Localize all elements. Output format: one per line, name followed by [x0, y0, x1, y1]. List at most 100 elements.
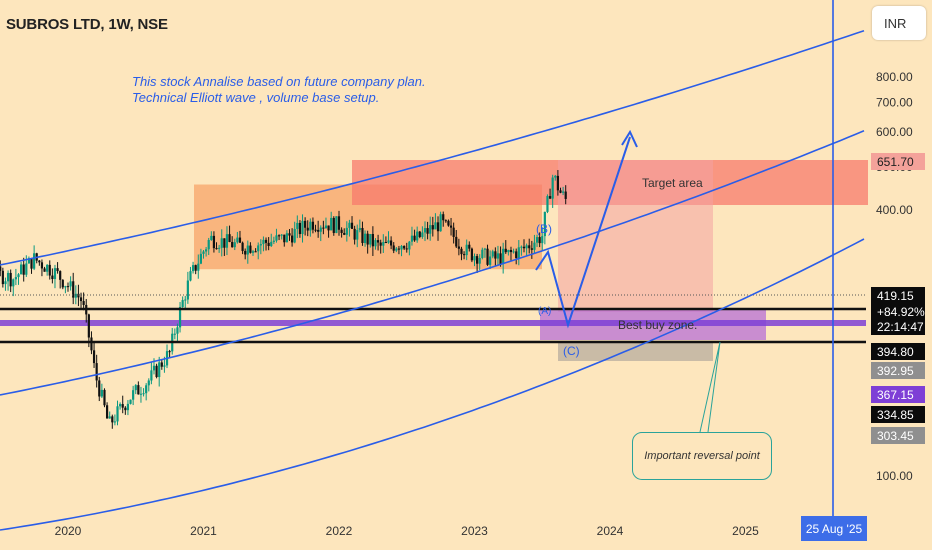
candle-body [382, 242, 385, 246]
candle-body [306, 227, 309, 231]
candle-body [298, 222, 302, 235]
y-tick-label: 600.00 [876, 125, 913, 139]
candle-body [486, 248, 489, 265]
candle-body [152, 365, 156, 371]
candle-body [9, 272, 12, 287]
candle-body [429, 225, 432, 234]
candle-body [270, 241, 273, 246]
candle-body [533, 242, 536, 250]
candle-body [452, 227, 455, 237]
candle-body [77, 293, 80, 298]
x-tick-label: 2020 [55, 524, 82, 538]
channel-middle-line [0, 130, 865, 396]
candle-body [543, 211, 546, 237]
candle-body [554, 175, 557, 178]
candle-body [444, 220, 447, 222]
candle-body [366, 233, 369, 245]
candle-body [509, 249, 513, 253]
candle-body [374, 240, 377, 247]
candle-body [520, 246, 523, 248]
candle-body [202, 251, 205, 254]
candle-body [27, 258, 31, 264]
candle-body [327, 225, 330, 231]
candle-body [311, 221, 315, 230]
candle-body [502, 248, 505, 265]
candle-body [376, 240, 380, 243]
candle-body [403, 245, 406, 249]
candle-body [494, 251, 497, 259]
candle-body [228, 234, 231, 242]
candle-body [439, 214, 442, 232]
candle-body [462, 254, 466, 256]
candle-body [22, 264, 25, 275]
candle-body [496, 253, 500, 259]
candle-body [515, 251, 518, 259]
candle-body [90, 337, 93, 351]
candle-body [14, 277, 17, 280]
candle-body [337, 216, 341, 230]
candle-body [483, 248, 487, 250]
candle-body [356, 230, 359, 240]
candle-body [160, 362, 163, 367]
candle-body [150, 370, 153, 381]
candle-body [416, 231, 419, 241]
candle-body [38, 260, 41, 263]
candle-body [137, 385, 140, 395]
candle-body [319, 227, 322, 232]
candle-body [212, 235, 216, 249]
candle-body [390, 240, 393, 246]
candle-body [314, 229, 317, 231]
candle-body [332, 217, 335, 233]
candle-body [98, 380, 101, 397]
candle-body [507, 249, 510, 253]
candle-body [504, 248, 507, 253]
candle-body [259, 244, 262, 246]
candle-body [19, 264, 23, 275]
candle-body [17, 274, 20, 278]
candle-body [546, 196, 549, 212]
wave-projection-line [535, 136, 631, 329]
candle-body [309, 221, 312, 231]
candle-body [82, 301, 85, 305]
candle-body [33, 253, 36, 269]
candle-body [184, 299, 187, 301]
candle-body [413, 235, 416, 241]
candle-body [40, 262, 44, 269]
y-tick-label: 800.00 [876, 70, 913, 84]
candle-body [280, 234, 283, 236]
candle-body [468, 244, 471, 249]
candle-body [12, 279, 15, 287]
candle-body [119, 404, 122, 407]
candle-body [66, 286, 70, 288]
candle-body [457, 246, 460, 249]
candle-body [517, 247, 520, 259]
candle-body [522, 246, 526, 249]
candle-body [361, 227, 364, 244]
candle-body [275, 235, 278, 241]
candle-body [199, 253, 202, 264]
candle-body [369, 234, 372, 245]
candle-body [535, 237, 539, 243]
analysis-note: This stock Annalise based on future comp… [132, 74, 426, 106]
currency-button[interactable]: INR [872, 6, 926, 40]
candle-body [158, 362, 161, 378]
candle-body [348, 222, 351, 228]
candle-body [249, 245, 252, 253]
candle-body [465, 244, 468, 256]
wave-c-label: (C) [563, 344, 580, 358]
x-tick-label: 2022 [326, 524, 353, 538]
candle-body [116, 406, 119, 422]
candle-body [51, 275, 54, 280]
candle-body [124, 407, 127, 411]
candle-body [236, 237, 239, 243]
candle-body [293, 228, 296, 243]
candle-body [322, 227, 325, 229]
candle-body [499, 253, 502, 265]
candle-body [288, 233, 291, 236]
candle-body [197, 263, 200, 271]
candle-body [210, 235, 213, 240]
candle-body [0, 266, 2, 271]
candle-body [142, 393, 145, 395]
candle-body [6, 272, 10, 282]
